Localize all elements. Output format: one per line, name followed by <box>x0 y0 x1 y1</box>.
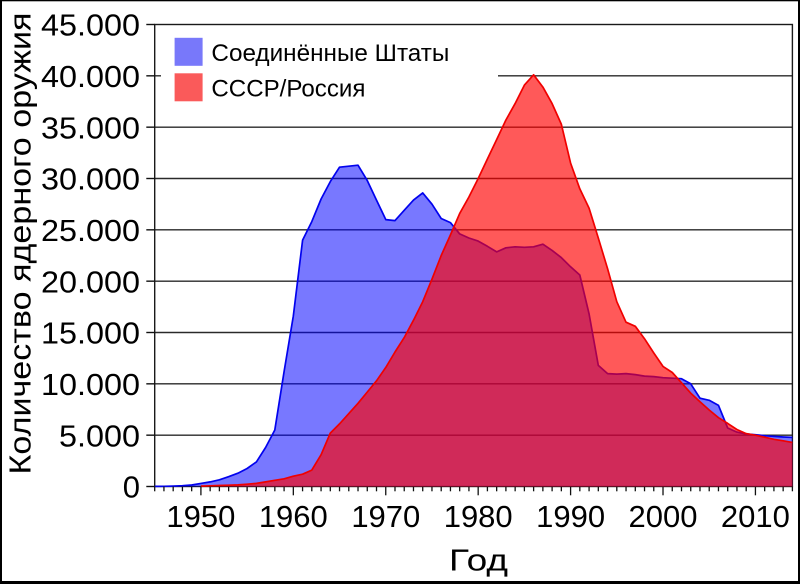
svg-text:СССР/Россия: СССР/Россия <box>211 75 365 102</box>
svg-text:25.000: 25.000 <box>41 213 140 248</box>
svg-text:2000: 2000 <box>629 499 698 534</box>
svg-text:30.000: 30.000 <box>41 162 140 197</box>
svg-text:40.000: 40.000 <box>41 59 140 94</box>
svg-text:10.000: 10.000 <box>41 367 140 402</box>
svg-text:20.000: 20.000 <box>41 264 140 299</box>
svg-text:1950: 1950 <box>166 499 235 534</box>
svg-text:5.000: 5.000 <box>59 418 140 453</box>
svg-text:45.000: 45.000 <box>41 8 140 43</box>
svg-text:1980: 1980 <box>444 499 513 534</box>
svg-text:Количество ядерного оружия: Количество ядерного оружия <box>3 13 38 475</box>
svg-text:1970: 1970 <box>351 499 420 534</box>
svg-text:0: 0 <box>123 470 140 505</box>
svg-text:1990: 1990 <box>536 499 605 534</box>
svg-text:35.000: 35.000 <box>41 110 140 145</box>
svg-text:1960: 1960 <box>259 499 328 534</box>
svg-text:Год: Год <box>449 543 508 578</box>
svg-text:2010: 2010 <box>721 499 790 534</box>
svg-text:15.000: 15.000 <box>41 316 140 351</box>
svg-text:Соединённые Штаты: Соединённые Штаты <box>211 40 449 67</box>
